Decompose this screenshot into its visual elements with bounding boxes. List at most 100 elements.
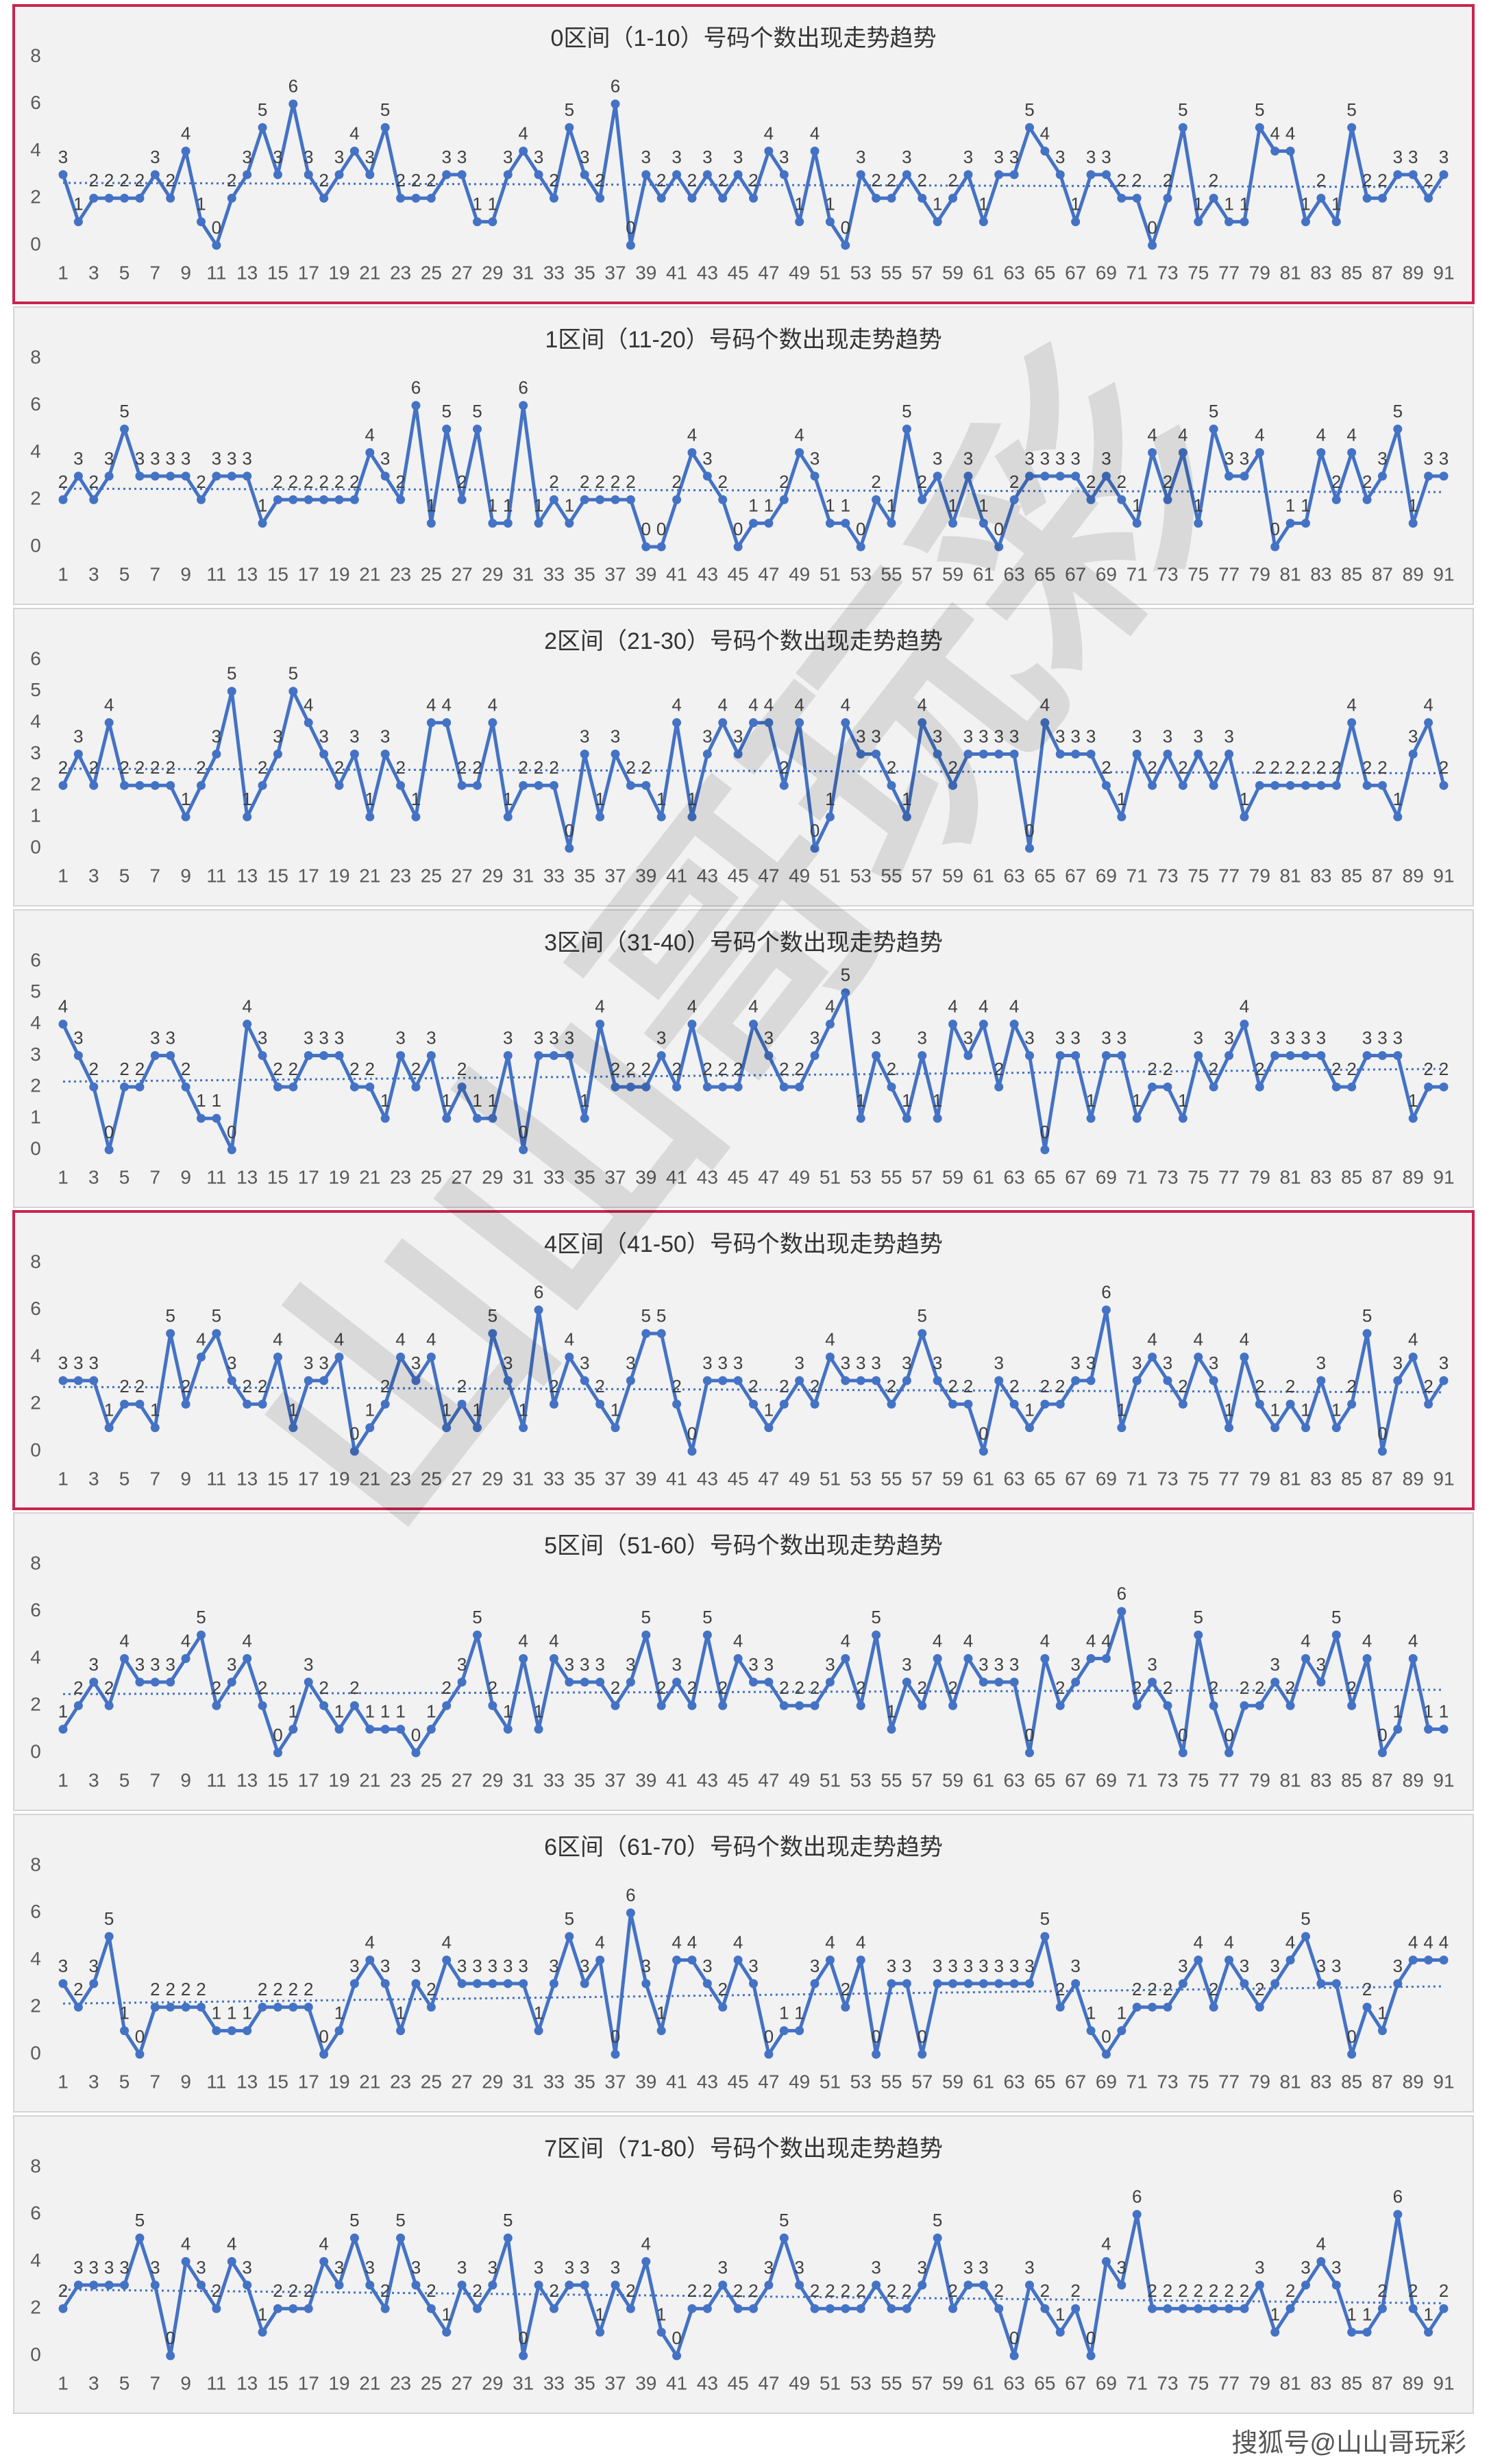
chart-title: 5区间（51-60）号码个数出现走势趋势 [544,1533,943,1559]
point [549,1399,558,1409]
point [672,495,682,504]
data-label: 1 [441,1090,451,1111]
data-label: 2 [181,1376,190,1396]
data-label: 1 [380,1090,390,1111]
data-label: 1 [1331,1400,1341,1420]
data-label: 1 [365,789,375,809]
point [380,1113,390,1123]
data-label: 1 [518,1400,528,1420]
data-label: 4 [304,695,313,715]
x-tick-label: 13 [236,1166,258,1187]
x-tick-label: 33 [543,1166,565,1187]
data-label: 2 [196,757,206,778]
x-tick-label: 11 [206,1769,226,1790]
point [1408,1353,1418,1362]
data-label: 4 [1423,1932,1433,1952]
point [1316,780,1326,790]
data-label: 3 [273,147,282,167]
data-label: 2 [258,1677,267,1698]
data-label: 3 [1009,147,1019,167]
data-label: 2 [1163,471,1172,492]
x-tick-label: 13 [236,2071,258,2092]
point [795,2280,804,2290]
data-label: 4 [426,695,436,715]
data-label: 5 [1255,99,1264,120]
point [212,1329,221,1338]
point [442,1423,452,1433]
x-tick-label: 67 [1065,1166,1086,1187]
point [641,2257,651,2266]
point [1055,2328,1065,2337]
point [166,2002,175,2012]
point [1040,1145,1050,1155]
x-tick-label: 45 [728,2071,749,2092]
x-tick-label: 59 [942,2372,963,2393]
point [1040,147,1050,156]
data-label: 3 [1009,1654,1019,1675]
point [212,2304,221,2313]
data-label: 4 [672,695,681,715]
x-tick-label: 15 [267,563,288,584]
point [565,2280,574,2290]
point [948,193,958,203]
point [687,193,697,203]
point [733,2304,743,2313]
data-label: 1 [825,495,835,516]
data-label: 3 [1024,1027,1034,1048]
point [978,217,988,227]
x-tick-label: 5 [119,2071,130,2092]
point [656,1329,666,1338]
y-tick-label: 8 [30,346,41,367]
data-label: 0 [227,1122,236,1142]
x-tick-label: 5 [119,1166,130,1187]
panel-frame [13,306,1474,605]
chart-title: 2区间（21-30）号码个数出现走势趋势 [544,628,943,654]
point [1055,2002,1065,2012]
y-tick-label: 3 [30,742,41,763]
data-label: 3 [963,448,973,469]
point [626,1082,635,1092]
point [411,812,421,822]
data-label: 2 [1377,2280,1387,2301]
x-tick-label: 15 [267,2071,288,2092]
x-tick-label: 13 [236,865,258,886]
point [426,1725,436,1734]
point [243,1654,252,1663]
point [994,1082,1004,1092]
data-label: 1 [933,1090,942,1111]
point [1055,1399,1065,1409]
point [841,2002,850,2012]
point [626,241,635,250]
point [733,1376,743,1385]
point [1071,1051,1081,1060]
data-label: 3 [595,1654,604,1675]
y-tick-label: 6 [30,1901,41,1922]
point [488,519,497,528]
x-tick-label: 49 [789,2071,810,2092]
x-tick-label: 59 [942,1769,963,1790]
point [1270,542,1280,552]
point [1071,1677,1081,1687]
data-label: 5 [1040,1908,1050,1929]
point [334,170,344,180]
data-label: 2 [871,170,881,190]
data-label: 4 [441,1932,451,1952]
data-label: 3 [196,2257,206,2278]
point [519,1145,528,1155]
data-label: 4 [227,2233,236,2254]
point [1209,424,1218,434]
x-tick-label: 37 [604,262,626,283]
data-label: 3 [534,2257,543,2278]
y-tick-label: 2 [30,186,41,208]
point [565,843,574,853]
point [1316,193,1326,203]
x-tick-label: 27 [452,865,473,886]
point [1009,170,1019,180]
y-tick-label: 8 [30,1251,41,1272]
x-tick-label: 49 [789,262,810,283]
point [442,1956,452,1964]
data-label: 1 [1285,495,1295,516]
point [1009,1020,1019,1029]
x-tick-label: 9 [180,262,191,283]
data-label: 3 [1040,448,1050,469]
